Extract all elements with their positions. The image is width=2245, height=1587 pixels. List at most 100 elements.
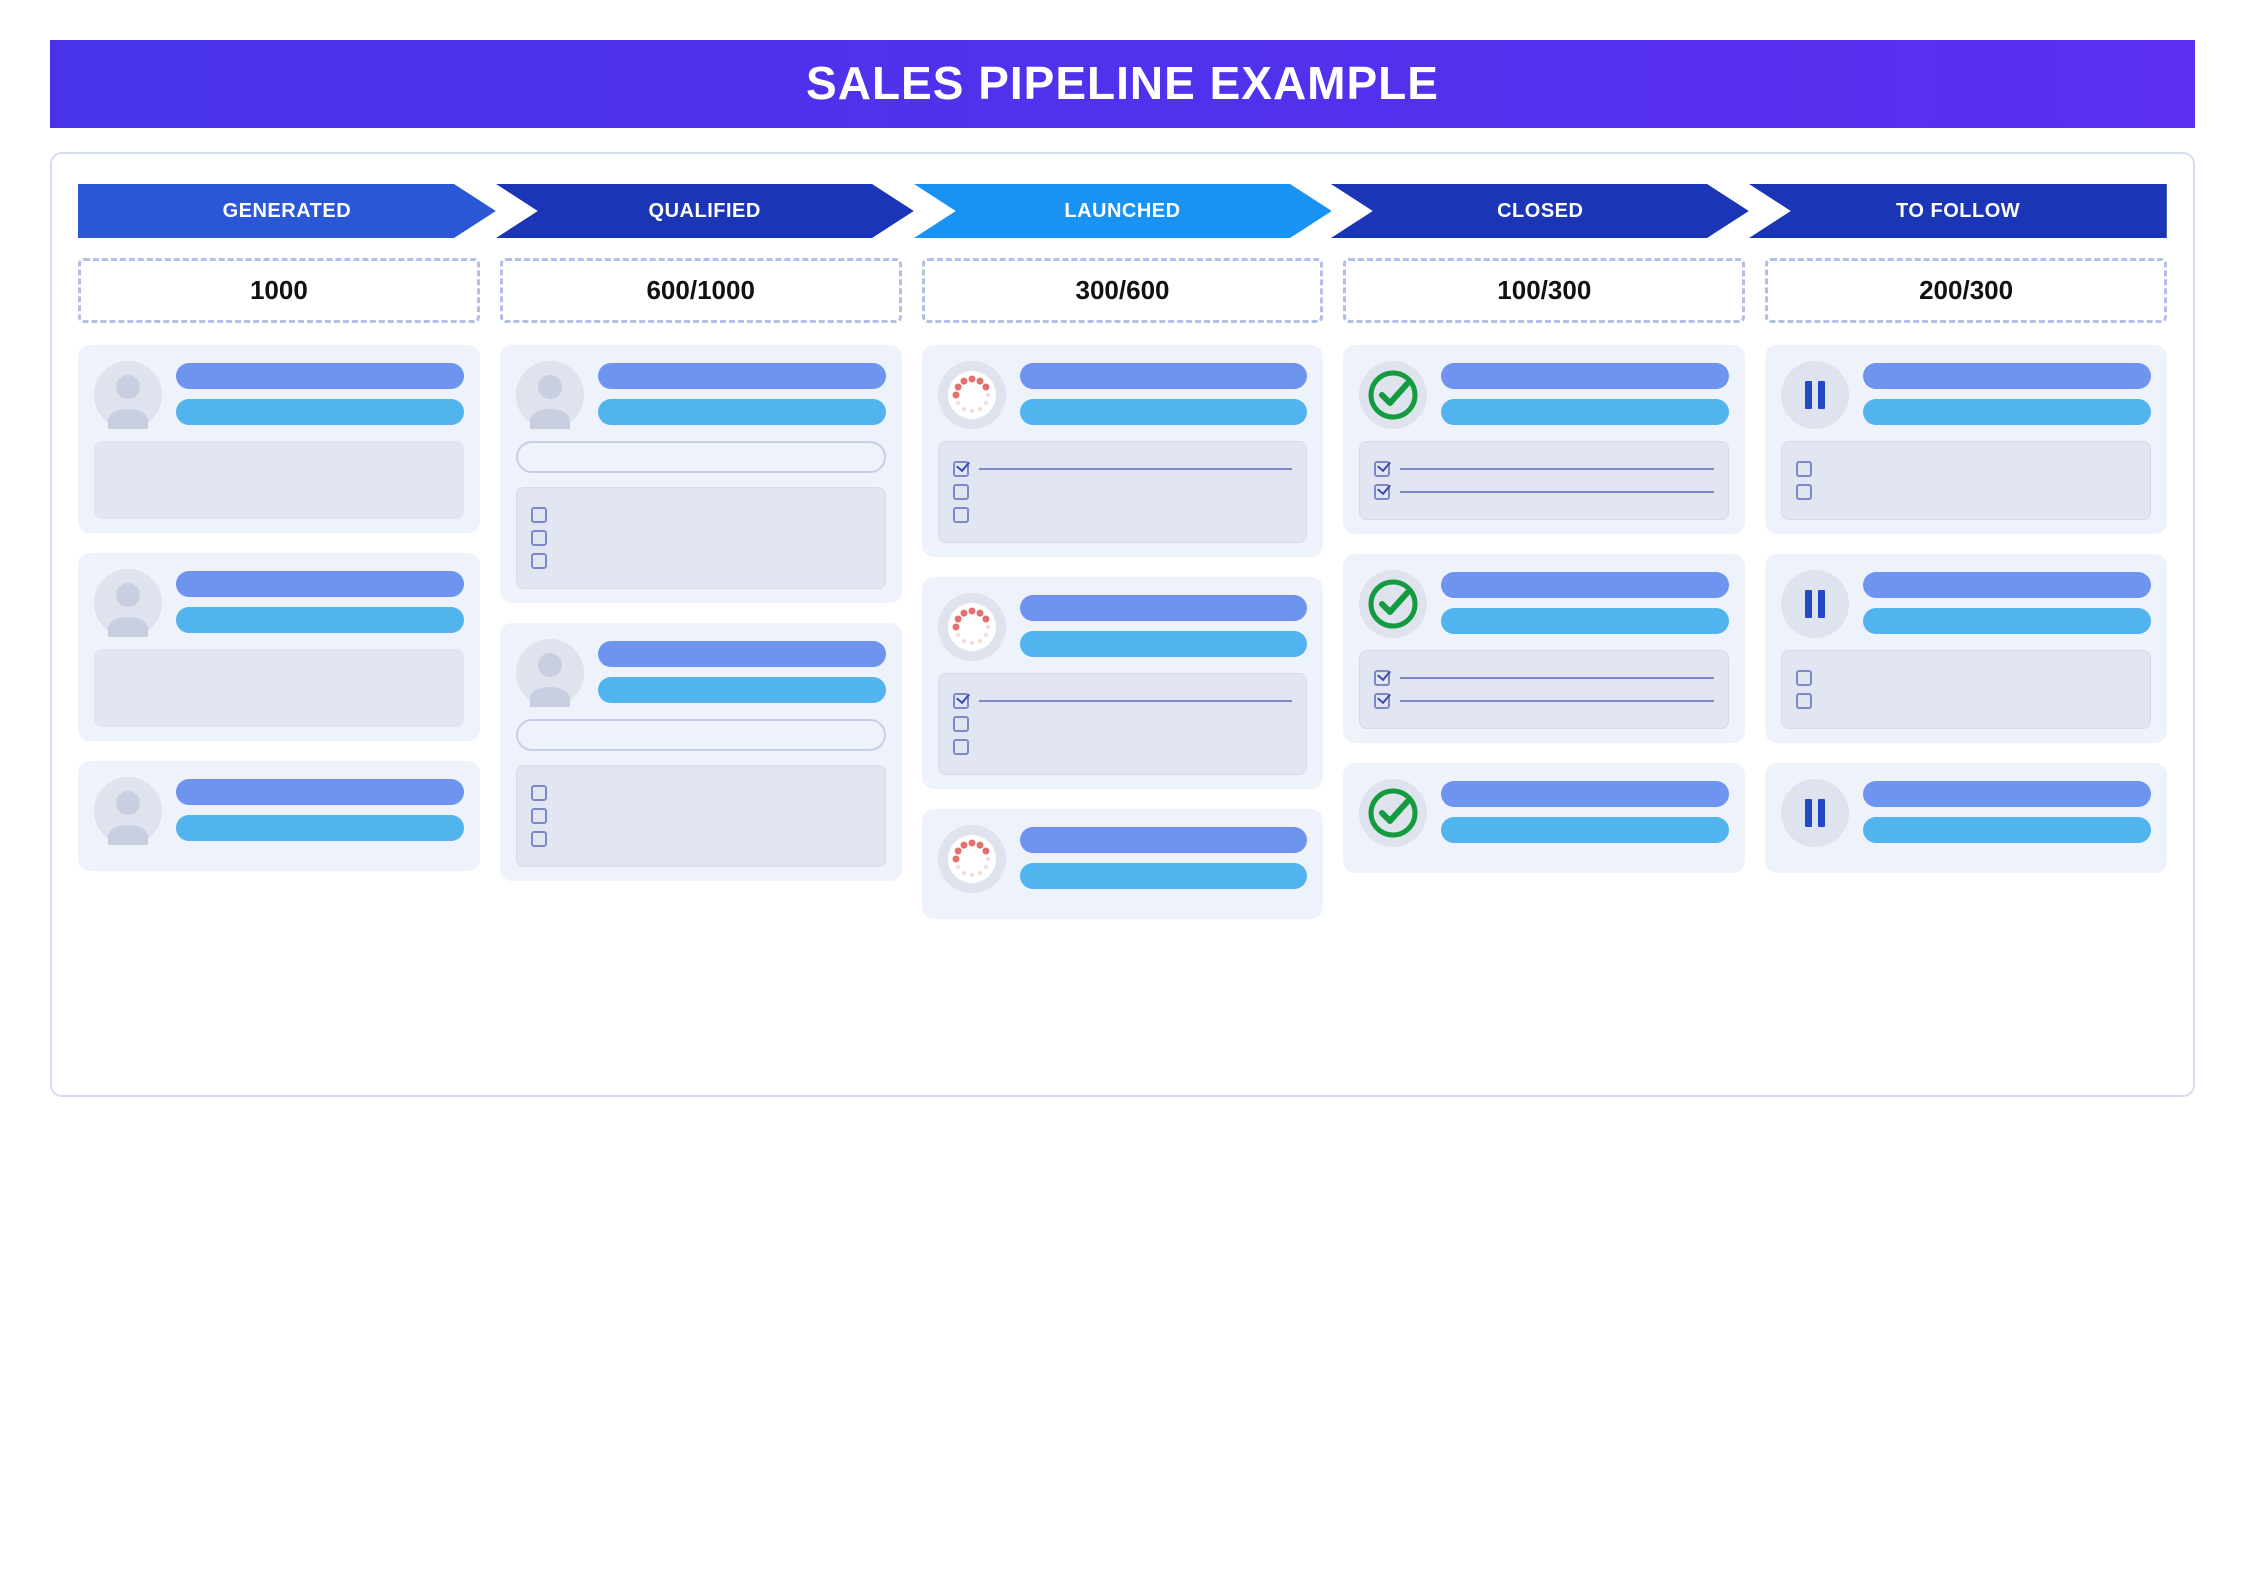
count-box-2: 300/600 [922, 258, 1324, 323]
card-header [938, 593, 1308, 661]
checkbox-icon [953, 693, 969, 709]
pipeline-card[interactable] [1765, 554, 2167, 743]
card-header [938, 825, 1308, 893]
checklist-row [1374, 693, 1714, 709]
card-header [1781, 570, 2151, 638]
card-header [1359, 570, 1729, 638]
checklist-row [953, 461, 1293, 477]
card-pills [1020, 593, 1308, 657]
checkbox-icon [531, 831, 547, 847]
checklist-row [531, 530, 871, 546]
pipeline-card[interactable] [922, 345, 1324, 557]
spinner-icon [938, 593, 1006, 661]
card-header [938, 361, 1308, 429]
column-generated [78, 345, 480, 1065]
checkbox-icon [953, 716, 969, 732]
stage-generated: GENERATED [78, 184, 496, 238]
avatar-icon [94, 361, 162, 429]
pill-secondary [1020, 631, 1308, 657]
pipeline-card[interactable] [1343, 763, 1745, 873]
pipeline-card[interactable] [78, 553, 480, 741]
checkbox-icon [1374, 693, 1390, 709]
pipeline-card[interactable] [922, 577, 1324, 789]
checklist-row [953, 507, 1293, 523]
checklist-row [1796, 693, 2136, 709]
stage-label: CLOSED [1497, 200, 1583, 222]
pipeline-card[interactable] [1343, 554, 1745, 743]
pipeline-card[interactable] [78, 345, 480, 533]
checklist-row [1374, 484, 1714, 500]
pill-secondary [176, 815, 464, 841]
checklist-row [1796, 461, 2136, 477]
column-to-follow [1765, 345, 2167, 1065]
checklist-row [1374, 670, 1714, 686]
pill-primary [1441, 363, 1729, 389]
card-pills [598, 639, 886, 703]
checklist-row [953, 716, 1293, 732]
pill-primary [1441, 572, 1729, 598]
pill-primary [176, 363, 464, 389]
card-pills [1863, 570, 2151, 634]
pill-primary [1020, 595, 1308, 621]
checklist-row [1796, 670, 2136, 686]
pipeline-panel: GENERATEDQUALIFIEDLAUNCHEDCLOSEDTO FOLLO… [50, 152, 2195, 1097]
card-header [1359, 779, 1729, 847]
card-pills [176, 777, 464, 841]
card-header [1359, 361, 1729, 429]
checkbox-icon [953, 461, 969, 477]
checklist [516, 487, 886, 589]
pill-primary [598, 641, 886, 667]
checkbox-icon [953, 484, 969, 500]
pill-primary [1020, 363, 1308, 389]
page-title: SALES PIPELINE EXAMPLE [50, 40, 2195, 128]
card-pills [1020, 361, 1308, 425]
checklist [1359, 441, 1729, 520]
card-capsule [516, 719, 886, 751]
stage-qualified: QUALIFIED [496, 184, 914, 238]
stage-label: QUALIFIED [649, 200, 761, 222]
pipeline-card[interactable] [500, 623, 902, 881]
checklist-row [953, 693, 1293, 709]
count-box-0: 1000 [78, 258, 480, 323]
checklist-row [531, 831, 871, 847]
checklist-row [531, 808, 871, 824]
card-pills [176, 361, 464, 425]
checkbox-icon [1374, 461, 1390, 477]
card-header [516, 639, 886, 707]
checkbox-icon [531, 785, 547, 801]
pill-primary [1863, 363, 2151, 389]
card-pills [1441, 779, 1729, 843]
card-columns [78, 345, 2167, 1065]
checkbox-icon [531, 530, 547, 546]
checklist-row [531, 553, 871, 569]
checkbox-icon [1796, 670, 1812, 686]
check-icon [1359, 361, 1427, 429]
card-header [1781, 779, 2151, 847]
count-box-4: 200/300 [1765, 258, 2167, 323]
pipeline-card[interactable] [1765, 763, 2167, 873]
pause-icon [1781, 361, 1849, 429]
stage-closed: CLOSED [1331, 184, 1749, 238]
pill-secondary [1863, 608, 2151, 634]
stage-bar: GENERATEDQUALIFIEDLAUNCHEDCLOSEDTO FOLLO… [78, 184, 2167, 238]
pause-icon [1781, 779, 1849, 847]
pill-secondary [1441, 399, 1729, 425]
checklist [1359, 650, 1729, 729]
pill-primary [176, 779, 464, 805]
pipeline-card[interactable] [500, 345, 902, 603]
pill-secondary [176, 399, 464, 425]
pipeline-card[interactable] [1765, 345, 2167, 534]
pill-secondary [598, 399, 886, 425]
card-header [94, 777, 464, 845]
stage-launched: LAUNCHED [914, 184, 1332, 238]
pipeline-card[interactable] [922, 809, 1324, 919]
checklist [938, 441, 1308, 543]
checkbox-icon [953, 739, 969, 755]
spinner-icon [938, 361, 1006, 429]
checklist-row [1796, 484, 2136, 500]
checkbox-icon [1374, 484, 1390, 500]
stage-label: LAUNCHED [1064, 200, 1180, 222]
pipeline-card[interactable] [1343, 345, 1745, 534]
card-pills [1020, 825, 1308, 889]
pipeline-card[interactable] [78, 761, 480, 871]
